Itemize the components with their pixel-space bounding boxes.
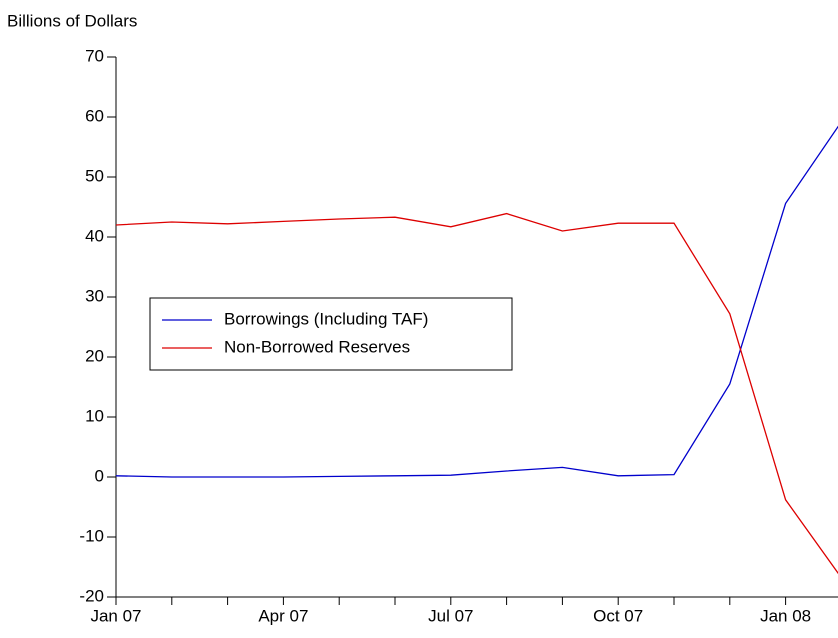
x-tick-label: Jan 08	[760, 606, 811, 625]
y-tick-label: 50	[85, 166, 104, 185]
x-tick-label: Jul 07	[428, 606, 473, 625]
y-tick-label: 40	[85, 226, 104, 245]
x-tick-label: Jan 07	[90, 606, 141, 625]
legend-box	[149, 297, 513, 371]
y-tick-label: -20	[79, 586, 104, 605]
series-line	[115, 212, 838, 575]
x-tick-label: Oct 07	[593, 606, 643, 625]
y-tick-label: 10	[85, 406, 104, 425]
x-tick-label: Apr 07	[258, 606, 308, 625]
legend-label: Borrowings (Including TAF)	[224, 309, 428, 328]
y-tick-label: 0	[95, 466, 104, 485]
y-axis-label: Billions of Dollars	[7, 11, 137, 30]
series-line	[115, 125, 838, 478]
y-tick-label: 30	[85, 286, 104, 305]
y-tick-label: 60	[85, 106, 104, 125]
y-tick-label: -10	[79, 526, 104, 545]
y-tick-label: 20	[85, 346, 104, 365]
y-tick-label: 70	[85, 46, 104, 65]
legend-label: Non-Borrowed Reserves	[224, 337, 410, 356]
